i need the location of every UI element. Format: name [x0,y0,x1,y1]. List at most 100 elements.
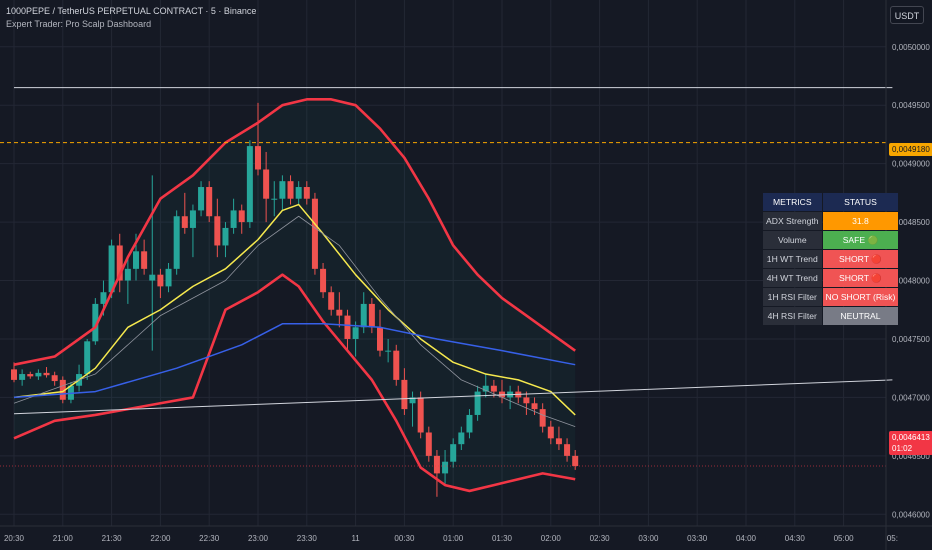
candle-body [401,379,408,410]
symbol-title[interactable]: 1000PEPE / TetherUS PERPETUAL CONTRACT ·… [6,6,257,16]
candle-body [377,327,383,351]
candle-body [51,375,58,382]
candle-body [433,455,440,474]
candle-body [320,268,327,293]
x-tick-label: 21:00 [53,534,74,543]
dashboard-row: 1H WT Trend SHORT 🔴 [763,250,899,268]
candle-body [295,187,302,199]
candle-body [149,274,156,281]
bar-countdown: 01:02 [892,444,913,453]
candle-body [133,251,139,269]
dashboard-row: 4H RSI Filter NEUTRAL [763,307,899,325]
candle-body [523,397,530,404]
x-tick-label: 02:30 [590,534,611,543]
dashboard-row: 1H RSI Filter NO SHORT (Risk) [763,288,899,306]
last-price-tag: 0,0046413 01:02 [889,431,932,455]
candle-body [442,461,449,474]
candle-body [360,303,367,328]
last-price: 0,0046413 [892,433,930,442]
candle-body [124,268,131,281]
candle-body [287,181,294,199]
x-tick-label: 11 [351,534,360,543]
candle-body [490,385,497,392]
status-header: STATUS [822,193,899,211]
indicator-lines [13,98,576,493]
trendlines[interactable] [13,87,893,415]
y-tick-label: 0,0047000 [892,393,930,402]
metric-label: 1H RSI Filter [763,288,822,306]
candle-body [100,292,107,304]
candle-body [141,251,148,269]
candle-body [531,403,538,410]
candle-body [466,414,473,433]
x-tick-label: 02:00 [541,534,562,543]
candle-body [482,385,489,392]
currency-button[interactable]: USDT [890,6,924,24]
candle-body [539,409,546,427]
metric-status: SAFE 🟢 [822,231,899,249]
candle-body [303,187,310,199]
level-price-tag: 0,0049180 [889,143,932,156]
candle-body [92,303,99,342]
x-tick-label: 21:30 [102,534,123,543]
candle-body [458,432,465,445]
metric-label: 4H WT Trend [763,269,822,287]
candle-body [116,245,123,281]
candle-body [181,216,188,228]
candles [11,102,579,497]
candle-body [214,216,221,246]
ema-slow-line [13,323,576,399]
sma-line [13,215,576,428]
candle-body [336,309,343,316]
x-tick-label: 00:30 [394,534,415,543]
x-tick-label: 05:00 [834,534,855,543]
candle-body [198,187,205,211]
x-tick-label: 22:30 [199,534,220,543]
ema-fast-line [13,203,576,416]
x-tick-label: 04:30 [785,534,806,543]
candle-body [255,146,261,170]
candle-body [19,374,26,380]
candle-body [108,245,115,293]
bb-lower-line [13,273,576,493]
candle-body [368,303,375,328]
metric-status: 31.8 [822,212,899,230]
candle-body [393,350,400,380]
metric-status: SHORT 🔴 [822,250,899,268]
indicator-title[interactable]: Expert Trader: Pro Scalp Dashboard [6,19,152,29]
x-tick-label: 20:30 [4,534,25,543]
y-tick-label: 0,0050000 [892,43,930,52]
candle-body [238,210,245,223]
x-tick-label: 05: [887,534,898,543]
candle-body [352,327,359,339]
metric-label: ADX Strength [763,212,822,230]
dashboard-header-row: METRICS STATUS [763,193,899,211]
candle-body [417,397,424,433]
band-fill-area [14,99,576,491]
candle-body [27,374,34,377]
x-tick-label: 01:30 [492,534,513,543]
y-tick-label: 0,0047500 [892,335,930,344]
candle-body [344,315,351,339]
candle-body [222,227,229,246]
candle-body [246,146,253,223]
candle-body [450,444,457,462]
metrics-header: METRICS [763,193,822,211]
y-tick-label: 0,0049000 [892,160,930,169]
candle-body [157,274,164,287]
x-tick-label: 22:00 [150,534,171,543]
candle-body [328,292,335,310]
metric-label: Volume [763,231,822,249]
x-tick-label: 03:00 [638,534,659,543]
x-tick-label: 03:30 [687,534,708,543]
dashboard-row: 4H WT Trend SHORT 🔴 [763,269,899,287]
metric-status: NO SHORT (Risk) [822,288,899,306]
candle-body [547,426,554,439]
x-tick-label: 23:30 [297,534,318,543]
candle-body [555,438,562,445]
metric-status: SHORT 🔴 [822,269,899,287]
metric-status: NEUTRAL [822,307,899,325]
price-levels [0,142,886,467]
